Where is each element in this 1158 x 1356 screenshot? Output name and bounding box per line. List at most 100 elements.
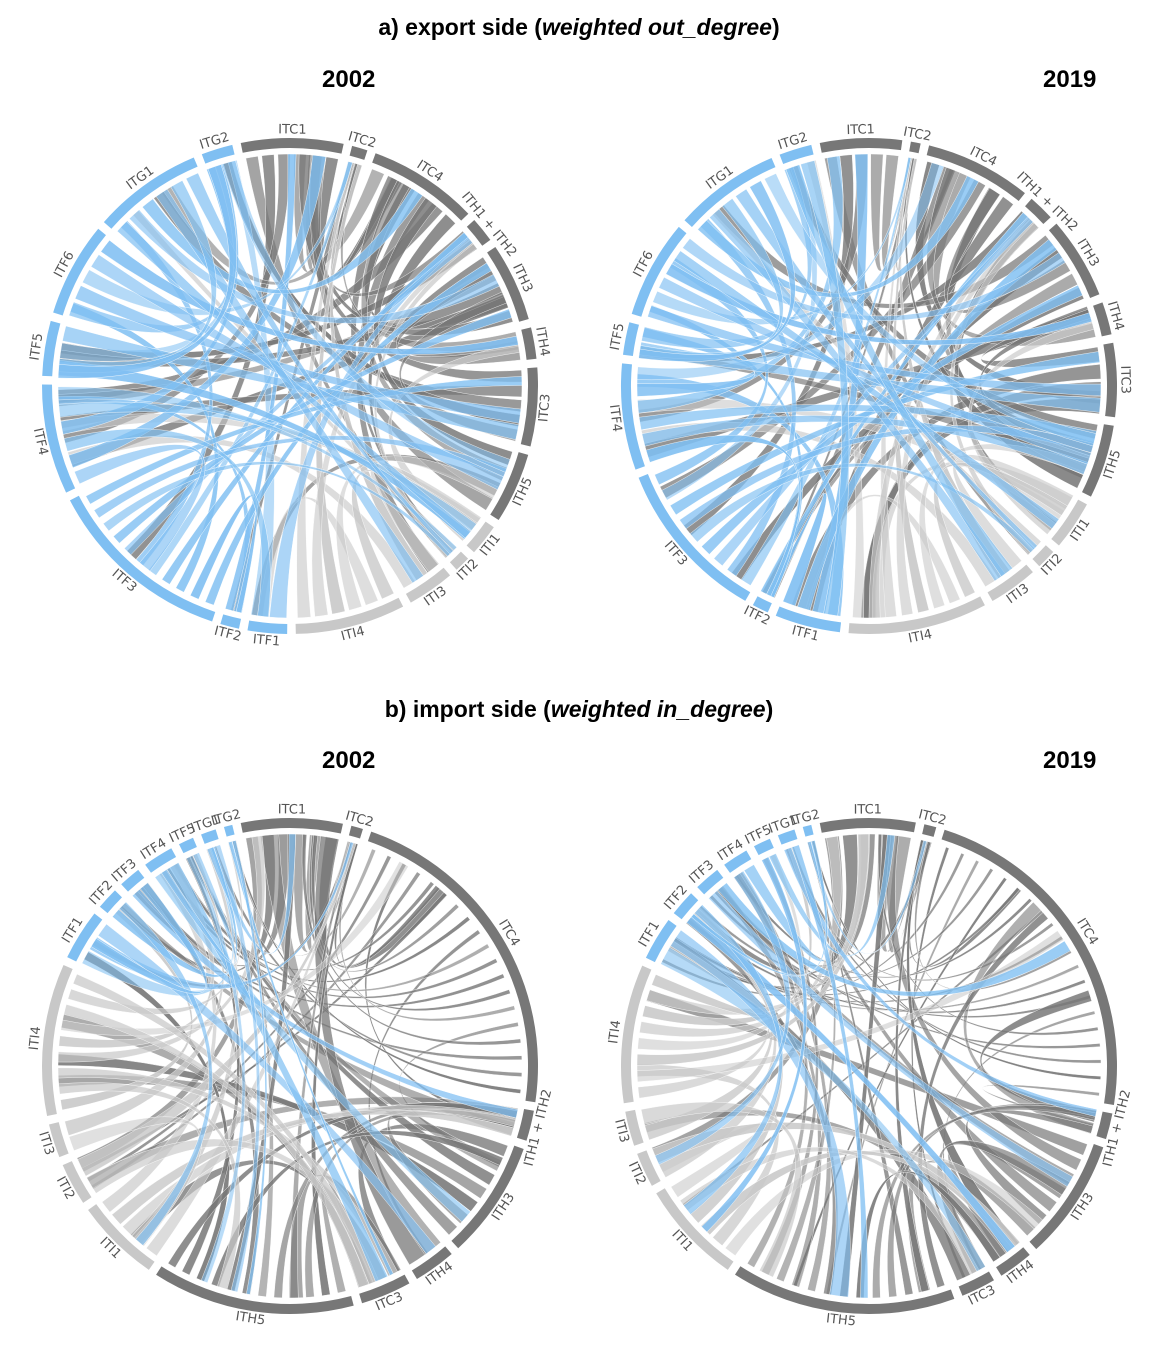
chord-ribbon xyxy=(63,1004,370,1288)
group-label: ITC1 xyxy=(278,122,307,137)
chord-ribbon xyxy=(298,153,523,383)
group-arc-itf4 xyxy=(621,363,645,470)
chord-ribbon xyxy=(213,844,261,1293)
chord-ribbon xyxy=(221,160,511,473)
group-arc-ith1-ith2 xyxy=(516,1108,534,1141)
year-label-export-2002: 2002 xyxy=(322,66,376,93)
chord-ribbon xyxy=(855,1170,1001,1299)
group-arc-iti1 xyxy=(466,521,494,553)
chord-ribbon xyxy=(670,929,851,1298)
group-arc-iti2 xyxy=(637,1150,661,1186)
group-arc-iti3 xyxy=(625,1109,644,1146)
group-arc-itf3 xyxy=(121,869,145,892)
group-arc-iti2 xyxy=(1032,545,1054,567)
group-label: ITC3 xyxy=(536,393,553,423)
group-arc-ith1-ith2 xyxy=(1096,1111,1113,1140)
chord-ribbon xyxy=(97,923,437,1255)
group-arc-itf5 xyxy=(622,322,640,357)
chord-ribbon xyxy=(119,901,213,1246)
group-arc-itc2 xyxy=(349,145,368,160)
group-arc-itg2 xyxy=(223,824,235,837)
group-arc-itc2 xyxy=(922,824,937,837)
chord-ribbon xyxy=(301,834,522,1046)
group-label: ITH4 xyxy=(532,326,552,358)
group-arc-ith1-ith2 xyxy=(466,220,491,246)
chord-ribbon xyxy=(148,161,353,576)
group-arc-itf2 xyxy=(752,596,772,613)
chord-ribbon xyxy=(764,173,1097,447)
chord-ribbon xyxy=(708,890,1074,1187)
group-arc-iti3 xyxy=(405,567,451,603)
group-arc-itg1 xyxy=(777,829,798,845)
group-arc-itc2 xyxy=(348,825,363,839)
group-arc-itf2 xyxy=(99,890,123,914)
chord-ribbon xyxy=(90,254,504,491)
group-arc-itg1 xyxy=(103,157,198,229)
group-arc-itf1 xyxy=(67,913,103,962)
group-label: ITF5 xyxy=(27,332,46,361)
group-arc-itc4 xyxy=(926,145,1025,201)
year-label-import-2019: 2019 xyxy=(1043,747,1097,774)
group-arc-iti3 xyxy=(48,1122,69,1158)
group-label: ITC1 xyxy=(278,802,306,817)
group-arc-itg1 xyxy=(684,157,776,227)
group-arc-itg1 xyxy=(201,829,219,844)
chord-ribbon xyxy=(113,308,512,544)
chord-ribbons xyxy=(636,833,1102,1299)
chord-ribbon xyxy=(58,401,477,532)
group-arc-itc4 xyxy=(372,153,469,221)
group-arc-itf6 xyxy=(53,228,106,316)
group-arc-itc4 xyxy=(367,831,538,1103)
group-arc-ith4 xyxy=(521,327,537,360)
group-arc-itf1 xyxy=(645,920,677,963)
group-label: ITF4 xyxy=(606,404,624,433)
group-arc-itf3 xyxy=(69,495,216,622)
chord-ribbons xyxy=(57,833,523,1299)
chord-ribbons xyxy=(636,153,1102,619)
group-label: ITC1 xyxy=(846,122,875,138)
group-label: ITC3 xyxy=(1117,365,1133,394)
chord-ribbon xyxy=(68,1116,202,1246)
group-arc-itf5 xyxy=(178,837,197,854)
chord-ribbon xyxy=(231,840,268,1295)
group-arc-iti2 xyxy=(449,551,469,570)
chord-ribbon xyxy=(57,386,458,551)
group-label: ITF1 xyxy=(790,623,820,644)
year-label-import-2002: 2002 xyxy=(322,747,376,774)
group-label: ITG2 xyxy=(789,807,822,829)
chord-ribbon xyxy=(654,870,791,1165)
group-arc-itc3 xyxy=(958,1271,994,1296)
chord-ribbon xyxy=(85,376,523,505)
group-arc-ith5 xyxy=(490,452,529,521)
group-arc-itc1 xyxy=(240,818,343,834)
group-arc-ith3 xyxy=(487,246,529,322)
group-arc-ith3 xyxy=(1029,1144,1104,1250)
group-label: ITF5 xyxy=(608,322,628,352)
group-arc-itf3 xyxy=(638,474,751,601)
group-arc-itc1 xyxy=(240,138,344,154)
group-arc-iti4 xyxy=(42,964,73,1117)
group-label: ITH5 xyxy=(825,1311,856,1329)
section-title-export: a) export side (weighted out_degree) xyxy=(378,14,780,40)
chord-ribbon xyxy=(691,840,828,977)
chord-ribbon xyxy=(129,209,500,324)
group-arc-ith3 xyxy=(1048,223,1100,298)
group-arc-itg2 xyxy=(802,824,814,837)
chord-ribbon xyxy=(57,1067,398,1277)
chord-ribbon xyxy=(204,262,492,606)
chord-ribbon xyxy=(791,844,869,1299)
group-arc-ith1-ith2 xyxy=(1025,198,1051,225)
group-arc-itc4 xyxy=(941,829,1117,1105)
group-label: ITG2 xyxy=(210,807,243,829)
group-arc-itf5 xyxy=(753,838,774,856)
year-label-export-2019: 2019 xyxy=(1043,66,1097,93)
group-label: ITI3 xyxy=(35,1130,57,1157)
group-label: ITI4 xyxy=(907,627,933,646)
group-label: ITC2 xyxy=(902,125,933,145)
group-label: ITH5 xyxy=(235,1309,267,1328)
group-label: ITI4 xyxy=(27,1026,44,1051)
group-arc-ith5 xyxy=(1081,424,1114,497)
group-arc-ith4 xyxy=(1093,302,1112,337)
group-arc-itc1 xyxy=(819,137,903,153)
group-arc-iti4 xyxy=(621,965,652,1104)
